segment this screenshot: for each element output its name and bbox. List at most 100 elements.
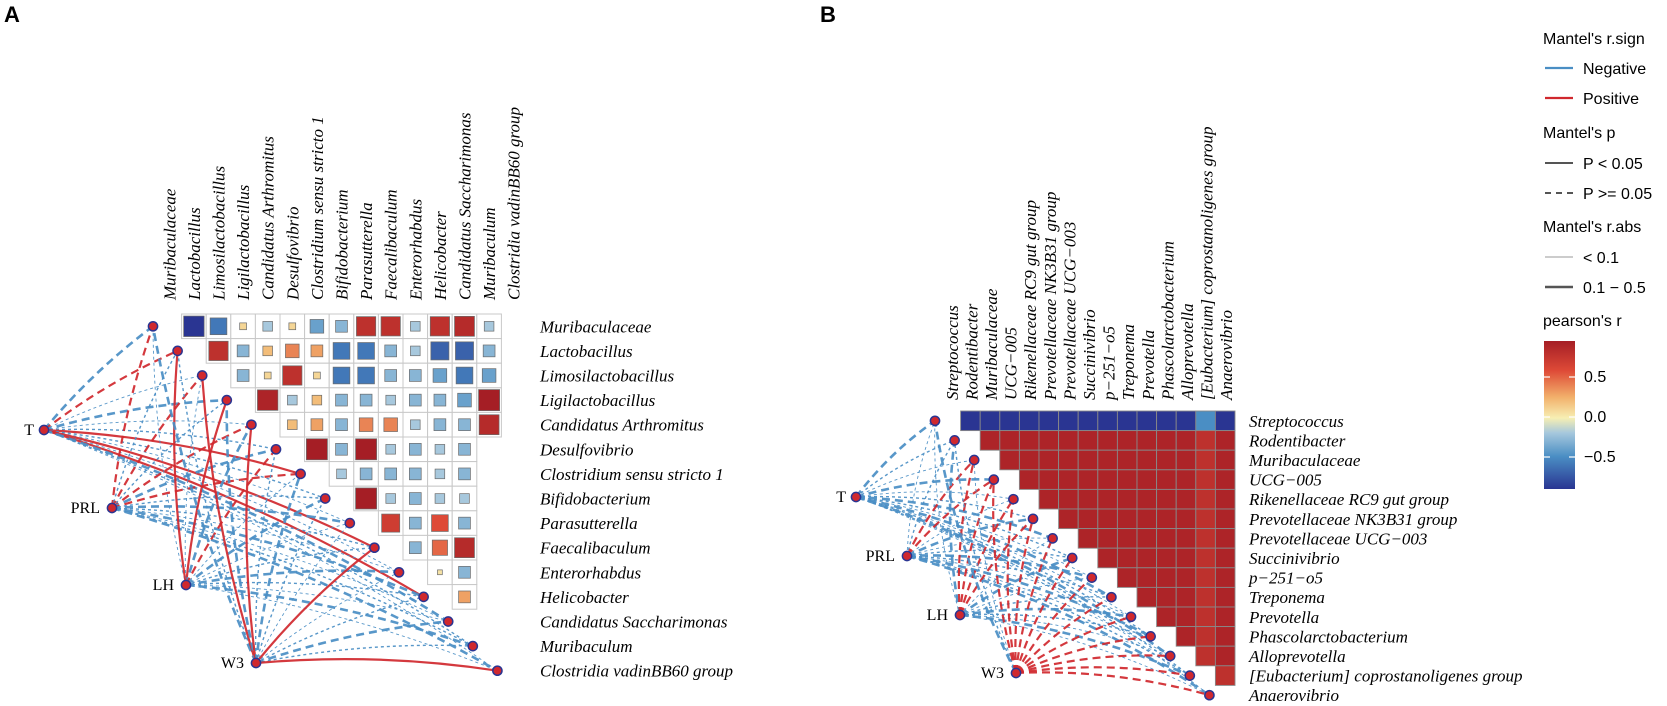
mantel-link	[185, 473, 301, 586]
mantel-link	[111, 495, 326, 509]
heatmap-cell	[1136, 410, 1158, 432]
mantel-link	[1015, 596, 1112, 674]
row-label: Faecalibaculum	[539, 539, 650, 558]
heatmap-cell	[1175, 449, 1197, 471]
mantel-link	[43, 428, 449, 623]
row-label: [Eubacterium] coprostanoligenes group	[1249, 667, 1523, 686]
taxon-node	[344, 517, 356, 529]
mantel-link	[43, 375, 203, 431]
column-label: Muribaculaceae	[982, 288, 1001, 401]
mantel-link	[255, 498, 326, 664]
heatmap-cell	[1214, 508, 1236, 530]
legend: Mantel's r.sign Negative Positive Mantel…	[1543, 31, 1652, 489]
heatmap-cell	[1214, 488, 1236, 510]
heatmap-cell-value	[458, 590, 471, 604]
heatmap-cell-value	[409, 492, 422, 505]
taxon-node	[1008, 493, 1019, 505]
row-label: UCG−005	[1249, 471, 1322, 490]
mantel-link	[855, 459, 975, 498]
heatmap-cell	[1195, 528, 1216, 549]
mantel-link	[255, 571, 400, 664]
taxon-node	[418, 591, 429, 603]
heatmap-cell-value	[236, 369, 250, 382]
mantel-link	[948, 440, 962, 616]
env-node	[1010, 667, 1022, 679]
row-label: Prevotellaceae UCG−003	[1248, 529, 1427, 548]
heatmap-cell	[1175, 547, 1197, 569]
env-label: W3	[981, 665, 1004, 682]
mantel-link	[959, 613, 1151, 638]
mantel-link	[43, 428, 425, 598]
heatmap-cell-value	[306, 438, 328, 461]
row-label: Candidatus Saccharimonas	[540, 613, 728, 632]
heatmap-cell-value	[383, 417, 398, 432]
row-label: Lactobacillus	[539, 342, 633, 361]
heatmap-cell-value	[433, 393, 447, 407]
heatmap-cell-value	[458, 418, 471, 431]
mantel-link	[958, 498, 1015, 616]
taxon-node	[393, 566, 405, 578]
mantel-link	[1014, 537, 1054, 674]
column-label: Rikenellaceae RC9 gut group	[1021, 200, 1040, 401]
column-label: Candidatus Saccharimonas	[456, 112, 475, 300]
heatmap-cell-value	[482, 344, 496, 358]
heatmap-cell	[1175, 586, 1197, 608]
taxon-node	[147, 320, 159, 332]
heatmap-cell-value	[310, 344, 324, 358]
heatmap-cell-value	[356, 316, 377, 337]
mantel-link	[255, 546, 376, 664]
heatmap-cell	[1058, 508, 1079, 530]
heatmap-cell	[1116, 567, 1138, 588]
heatmap-cell-value	[434, 444, 446, 455]
row-label: Prevotella	[1248, 608, 1319, 627]
heatmap-cell-value	[455, 341, 474, 361]
column-label: Treponema	[1119, 324, 1138, 400]
heatmap-cell	[1195, 626, 1216, 647]
mantel-link	[111, 374, 204, 509]
mantel-link	[185, 522, 350, 586]
column-label: Limosilactobacillus	[210, 166, 229, 302]
heatmap-cell-value	[385, 493, 396, 504]
column-label: [Eubacterium] coprostanoligenes group	[1198, 126, 1217, 400]
row-label: Ligilactobacillus	[539, 391, 656, 410]
heatmap-cell	[1136, 547, 1158, 569]
mantel-link	[185, 547, 375, 586]
taxon-node	[467, 640, 479, 652]
row-label: Streptococcus	[1249, 412, 1344, 431]
column-label: Muribaculaceae	[160, 188, 179, 301]
heatmap-cell	[1018, 410, 1040, 432]
heatmap-cell-value	[309, 319, 325, 334]
heatmap-cell-value	[483, 321, 495, 332]
mantel-link	[43, 429, 400, 573]
heatmap-cell	[1077, 508, 1099, 530]
heatmap-cell	[1156, 508, 1177, 530]
mantel-link	[185, 497, 326, 587]
mantel-link	[933, 420, 1018, 674]
heatmap-cell-value	[457, 392, 472, 408]
column-label: Parasutterella	[357, 202, 376, 301]
heatmap-cell-value	[355, 487, 377, 510]
heatmap-cell	[1097, 488, 1118, 510]
heatmap-cell	[1175, 567, 1197, 588]
mantel-link	[1014, 557, 1074, 674]
heatmap-cell-value	[358, 417, 374, 432]
legend-sign-title: Mantel's r.sign	[1543, 31, 1645, 48]
heatmap-cell-value	[458, 516, 471, 530]
heatmap-cell	[1058, 488, 1079, 510]
mantel-link	[110, 325, 155, 509]
mantel-link	[855, 496, 1191, 677]
heatmap-cell	[1156, 586, 1177, 608]
panel-a-heatmap	[181, 313, 502, 610]
heatmap-cell	[1077, 488, 1099, 510]
row-label: Anaerovibrio	[1248, 686, 1339, 705]
taxon-node	[295, 468, 306, 480]
heatmap-cell	[1097, 410, 1118, 432]
heatmap-cell-value	[336, 468, 347, 480]
taxon-node	[949, 435, 960, 446]
mantel-link	[245, 424, 258, 664]
mantel-link	[855, 495, 1113, 599]
heatmap-cell	[1214, 606, 1236, 628]
mantel-link	[855, 491, 1014, 500]
mantel-link	[906, 537, 1053, 557]
heatmap-cell	[1018, 449, 1040, 471]
